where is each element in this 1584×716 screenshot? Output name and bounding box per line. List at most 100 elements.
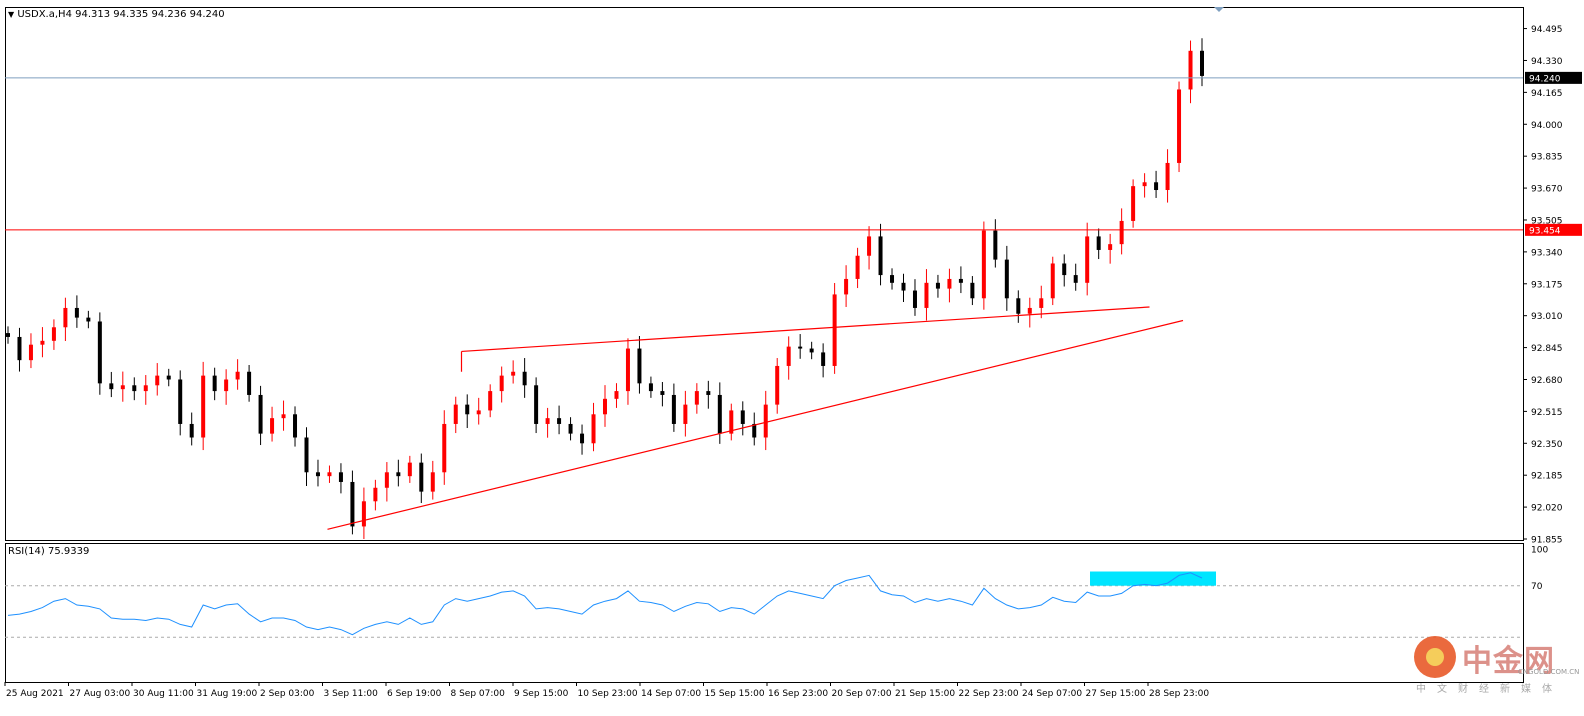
y-tick-label: 92.020 bbox=[1531, 504, 1563, 514]
trendline bbox=[327, 319, 1184, 530]
y-tick-label: 94.330 bbox=[1531, 57, 1563, 67]
y-tick-label: 93.010 bbox=[1531, 312, 1563, 322]
candle-body bbox=[235, 371, 240, 380]
candle-body bbox=[534, 385, 539, 424]
candle-body bbox=[694, 391, 699, 405]
scroll-marker-icon bbox=[1214, 7, 1224, 12]
candle-body bbox=[465, 404, 470, 415]
candle-body bbox=[901, 282, 906, 291]
candle-body bbox=[809, 348, 814, 353]
x-tick-label: 31 Aug 19:00 bbox=[197, 689, 258, 699]
candle-body bbox=[867, 236, 872, 256]
candle-body bbox=[86, 317, 91, 322]
candle-body bbox=[924, 282, 929, 308]
candle-body bbox=[499, 375, 504, 392]
x-tick-label: 21 Sep 15:00 bbox=[895, 689, 955, 699]
x-tick-label: 6 Sep 19:00 bbox=[387, 689, 442, 699]
candle-body bbox=[201, 375, 206, 438]
watermark-logo: 中金网 CNGOLD.COM.CN 中文财经新媒体 bbox=[1414, 634, 1579, 695]
rsi-highlight-box bbox=[1090, 571, 1216, 586]
candle-body bbox=[488, 391, 493, 411]
x-tick-label: 16 Sep 23:00 bbox=[768, 689, 828, 699]
candle-body bbox=[580, 433, 585, 444]
candle-body bbox=[1062, 263, 1067, 276]
y-tick-label: 94.165 bbox=[1531, 89, 1563, 99]
current-price-tag bbox=[1525, 71, 1582, 84]
candle-body bbox=[476, 410, 481, 415]
candle-body bbox=[1200, 50, 1204, 76]
x-tick-label: 8 Sep 07:00 bbox=[451, 689, 506, 699]
x-tick-label: 10 Sep 23:00 bbox=[578, 689, 638, 699]
candle-body bbox=[109, 383, 114, 390]
symbol-header: ▼ USDX.a,H4 94.313 94.335 94.236 94.240 bbox=[8, 9, 225, 20]
x-tick-label: 14 Sep 07:00 bbox=[641, 689, 701, 699]
candle-body bbox=[878, 236, 883, 276]
candle-body bbox=[281, 414, 286, 419]
candle-body bbox=[224, 379, 229, 392]
candle-body bbox=[373, 487, 378, 502]
y-tick-label: 93.835 bbox=[1531, 153, 1563, 163]
candle-body bbox=[361, 501, 366, 527]
rsi-line bbox=[7, 572, 1203, 636]
candle-body bbox=[786, 346, 791, 366]
candle-body bbox=[1085, 236, 1090, 283]
candles-group bbox=[6, 38, 1204, 539]
candle-body bbox=[327, 472, 332, 477]
x-tick-label: 9 Sep 15:00 bbox=[514, 689, 569, 699]
candle-body bbox=[775, 365, 780, 405]
x-tick-label: 24 Sep 07:00 bbox=[1022, 689, 1082, 699]
candle-body bbox=[293, 414, 298, 438]
logo-circle-icon bbox=[1414, 636, 1456, 678]
candle-body bbox=[1177, 89, 1182, 163]
candle-body bbox=[338, 472, 343, 482]
rsi-pane-frame bbox=[5, 543, 1524, 683]
candle-body bbox=[912, 290, 917, 308]
y-tick-label: 94.000 bbox=[1531, 121, 1563, 131]
candle-body bbox=[958, 278, 963, 283]
x-tick-label: 25 Aug 2021 bbox=[6, 689, 64, 699]
candle-body bbox=[660, 391, 665, 395]
y-tick-label: 92.185 bbox=[1531, 472, 1563, 482]
candle-body bbox=[947, 278, 952, 289]
collapse-triangle-icon[interactable]: ▼ bbox=[8, 10, 15, 19]
candle-body bbox=[1108, 244, 1113, 250]
candle-body bbox=[97, 321, 102, 384]
candle-body bbox=[855, 255, 860, 279]
candle-body bbox=[1165, 162, 1170, 191]
candle-body bbox=[304, 437, 309, 473]
candle-body bbox=[143, 385, 148, 392]
candle-body bbox=[568, 423, 573, 434]
y-tick-label: 94.495 bbox=[1531, 25, 1563, 35]
x-tick-label: 27 Sep 15:00 bbox=[1086, 689, 1146, 699]
candle-body bbox=[1131, 186, 1136, 221]
y-tick-label: 93.175 bbox=[1531, 280, 1563, 290]
price-pane-frame bbox=[5, 7, 1524, 541]
trendline bbox=[461, 306, 1150, 353]
candle-body bbox=[740, 410, 745, 424]
ohlc-values: 94.313 94.335 94.236 94.240 bbox=[75, 9, 225, 20]
candle-body bbox=[614, 391, 619, 399]
candle-body bbox=[1142, 182, 1147, 187]
candle-body bbox=[890, 275, 895, 283]
y-tick-label: 92.845 bbox=[1531, 344, 1563, 354]
candle-body bbox=[1016, 298, 1021, 314]
candle-body bbox=[522, 371, 527, 386]
candle-body bbox=[384, 472, 389, 488]
y-tick-label: 92.680 bbox=[1531, 376, 1563, 386]
x-tick-label: 30 Aug 11:00 bbox=[133, 689, 194, 699]
candle-body bbox=[315, 472, 320, 477]
candle-body bbox=[1119, 220, 1124, 245]
candle-body bbox=[511, 371, 516, 376]
candle-body bbox=[706, 391, 711, 395]
candle-body bbox=[63, 307, 68, 328]
candle-body bbox=[6, 333, 10, 337]
x-tick-label: 15 Sep 15:00 bbox=[705, 689, 765, 699]
candle-body bbox=[407, 462, 412, 477]
candle-body bbox=[258, 394, 263, 434]
candle-body bbox=[1096, 236, 1101, 250]
candle-body bbox=[453, 404, 458, 424]
candle-body bbox=[1073, 275, 1078, 283]
symbol-name: USDX.a,H4 bbox=[17, 9, 72, 20]
y-tick-label: 92.515 bbox=[1531, 408, 1563, 418]
